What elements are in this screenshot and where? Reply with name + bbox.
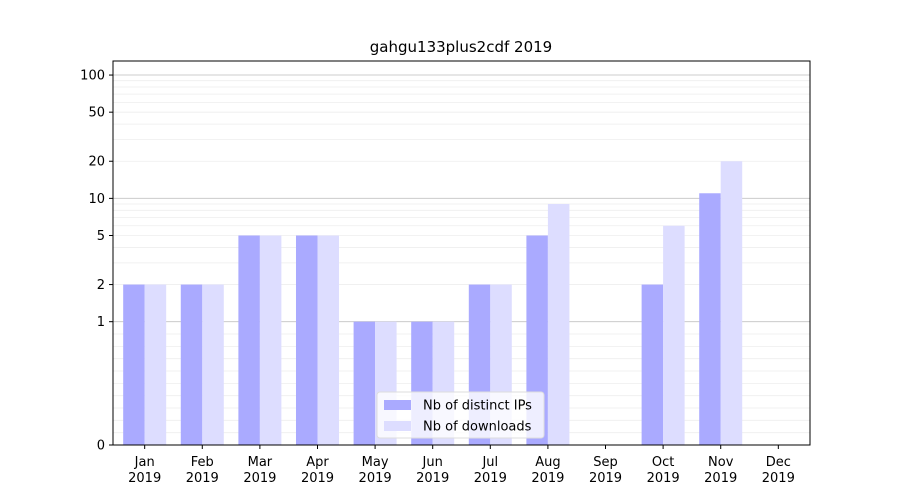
bar-downloads [720,161,743,445]
bar-ips [295,235,318,445]
y-tick-label: 2 [97,278,105,293]
x-tick-label: May 2019 [359,455,392,486]
chart-title: gahgu133plus2cdf 2019 [370,38,552,56]
bar-downloads [202,284,224,445]
bar-downloads [144,284,167,445]
bar-ips [641,284,664,445]
bar-downloads [547,204,570,445]
bar-ips [180,284,203,445]
bar-downloads [663,225,685,445]
x-tick-label: Sep 2019 [589,455,622,486]
legend-swatch [384,421,411,431]
legend-label: Nb of distinct IPs [423,399,532,414]
y-tick-label: 1 [97,315,105,330]
bar-ips [353,321,376,445]
legend-swatch [384,400,411,410]
legend-box [376,391,545,439]
y-tick-label: 100 [80,69,105,84]
y-tick-label: 0 [97,439,105,454]
x-tick-label: Aug 2019 [531,455,564,486]
plot-frame [112,60,811,446]
bar-downloads [259,235,282,445]
x-tick-label: Apr 2019 [301,455,334,486]
x-tick-label: Oct 2019 [647,455,680,486]
bar-ips [238,235,260,445]
x-tick-label: Jan 2019 [128,455,161,486]
y-tick-label: 10 [88,192,105,207]
bar-downloads [317,235,339,445]
grid-lines [113,74,810,434]
y-tick-label: 50 [88,106,105,121]
bar-ips [699,193,721,445]
x-tick-label: Jul 2019 [474,455,507,486]
legend: Nb of distinct IPs Nb of downloads [376,391,545,439]
axes: 0 1 2 5 10 20 50 100 Jan 2019 Feb 2019 Mar 2019 Apr 201… [80,60,811,486]
bar-ips [123,284,145,445]
x-tick-label: Jun 2019 [416,455,449,486]
y-tick-label: 20 [88,155,105,170]
y-tick-label: 5 [97,229,105,244]
x-tick-label: Feb 2019 [186,455,219,486]
x-tick-label: Dec 2019 [762,455,795,486]
x-tick-label: Nov 2019 [704,455,737,486]
legend-label: Nb of downloads [423,420,532,435]
x-tick-label: Mar 2019 [243,455,276,486]
